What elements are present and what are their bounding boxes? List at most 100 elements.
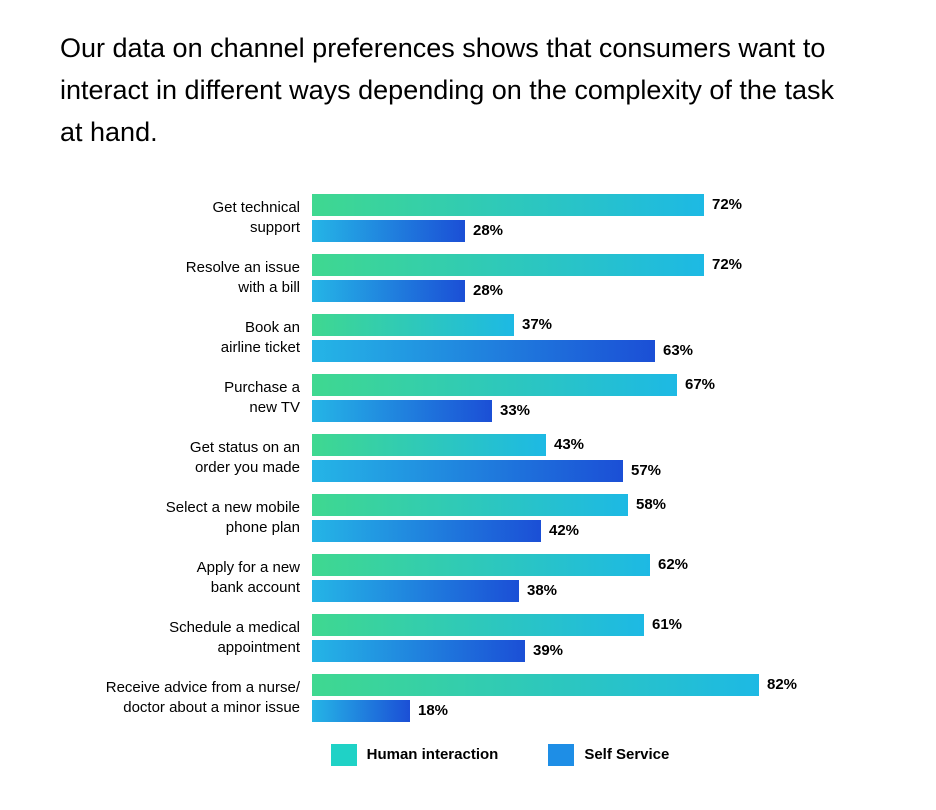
bar-wrap-human: 67% <box>312 374 900 396</box>
bar-human <box>312 494 628 516</box>
bar-wrap-human: 58% <box>312 494 900 516</box>
chart-legend: Human interaction Self Service <box>60 744 900 766</box>
chart-row: Apply for a newbank account 62% 38% <box>100 554 900 602</box>
row-label-line2: with a bill <box>100 278 300 298</box>
bar-wrap-human: 61% <box>312 614 900 636</box>
row-label: Get status on anorder you made <box>100 434 312 482</box>
row-label-line2: phone plan <box>100 518 300 538</box>
bar-value-self: 33% <box>500 402 530 419</box>
row-label-line1: Resolve an issue <box>100 258 300 278</box>
row-bars: 37% 63% <box>312 314 900 362</box>
bar-human <box>312 674 759 696</box>
legend-swatch-human <box>331 744 357 766</box>
bar-value-human: 82% <box>767 676 797 693</box>
chart-row: Get status on anorder you made43%57% <box>100 434 900 482</box>
row-bars: 82% 18% <box>312 674 900 722</box>
bar-self <box>312 520 541 542</box>
row-label-line1: Schedule a medical <box>100 618 300 638</box>
bar-wrap-human: 62% <box>312 554 900 576</box>
bar-value-self: 18% <box>418 702 448 719</box>
bar-value-human: 58% <box>636 496 666 513</box>
row-label: Schedule a medicalappointment <box>100 614 312 662</box>
row-label-line1: Book an <box>100 318 300 338</box>
bar-human <box>312 194 704 216</box>
row-bars: 62% 38% <box>312 554 900 602</box>
bar-wrap-human: 72% <box>312 254 900 276</box>
legend-label-human: Human interaction <box>367 746 499 763</box>
row-label-line1: Purchase a <box>100 378 300 398</box>
row-bars: 43%57% <box>312 434 900 482</box>
row-bars: 61% 39% <box>312 614 900 662</box>
bar-wrap-self: 63% <box>312 340 900 362</box>
row-label-line2: airline ticket <box>100 338 300 358</box>
bar-wrap-self: 42% <box>312 520 900 542</box>
row-label-line1: Get status on an <box>100 438 300 458</box>
bar-wrap-human: 82% <box>312 674 900 696</box>
bar-value-self: 39% <box>533 642 563 659</box>
bar-value-human: 67% <box>685 376 715 393</box>
bar-wrap-self: 33% <box>312 400 900 422</box>
bar-wrap-human: 72% <box>312 194 900 216</box>
legend-item-self: Self Service <box>548 744 669 766</box>
bar-wrap-human: 37% <box>312 314 900 336</box>
chart-row: Schedule a medicalappointment 61% 39% <box>100 614 900 662</box>
chart-title: Our data on channel preferences shows th… <box>60 28 840 154</box>
bar-value-human: 72% <box>712 256 742 273</box>
bar-value-self: 42% <box>549 522 579 539</box>
bar-self <box>312 340 655 362</box>
legend-label-self: Self Service <box>584 746 669 763</box>
row-label-line2: order you made <box>100 458 300 478</box>
row-label-line2: appointment <box>100 638 300 658</box>
row-label: Resolve an issuewith a bill <box>100 254 312 302</box>
row-label: Get technicalsupport <box>100 194 312 242</box>
bar-wrap-human: 43% <box>312 434 900 456</box>
page: Our data on channel preferences shows th… <box>0 0 936 796</box>
row-label: Book anairline ticket <box>100 314 312 362</box>
bar-wrap-self: 38% <box>312 580 900 602</box>
chart-row: Purchase anew TV 67% 33% <box>100 374 900 422</box>
row-bars: 67% 33% <box>312 374 900 422</box>
channel-preference-chart: Get technicalsupport72%28%Resolve an iss… <box>60 194 900 722</box>
bar-self <box>312 700 410 722</box>
chart-row: Get technicalsupport72%28% <box>100 194 900 242</box>
bar-value-human: 37% <box>522 316 552 333</box>
row-label: Select a new mobilephone plan <box>100 494 312 542</box>
bar-value-self: 28% <box>473 282 503 299</box>
bar-wrap-self: 57% <box>312 460 900 482</box>
bar-self <box>312 460 623 482</box>
row-label-line1: Select a new mobile <box>100 498 300 518</box>
row-bars: 58% 42% <box>312 494 900 542</box>
bar-value-human: 72% <box>712 196 742 213</box>
row-label-line2: new TV <box>100 398 300 418</box>
row-label-line2: bank account <box>100 578 300 598</box>
bar-human <box>312 554 650 576</box>
row-label: Purchase anew TV <box>100 374 312 422</box>
bar-self <box>312 280 465 302</box>
bar-value-human: 61% <box>652 616 682 633</box>
bar-wrap-self: 18% <box>312 700 900 722</box>
row-label-line1: Get technical <box>100 198 300 218</box>
row-label-line1: Apply for a new <box>100 558 300 578</box>
bar-wrap-self: 28% <box>312 280 900 302</box>
bar-value-self: 63% <box>663 342 693 359</box>
row-label-line2: support <box>100 218 300 238</box>
bar-human <box>312 614 644 636</box>
bar-self <box>312 400 492 422</box>
bar-value-human: 43% <box>554 436 584 453</box>
row-label-line1: Receive advice from a nurse/ <box>100 678 300 698</box>
chart-row: Receive advice from a nurse/doctor about… <box>100 674 900 722</box>
bar-human <box>312 434 546 456</box>
legend-swatch-self <box>548 744 574 766</box>
row-label: Receive advice from a nurse/doctor about… <box>100 674 312 722</box>
legend-item-human: Human interaction <box>331 744 499 766</box>
bar-value-human: 62% <box>658 556 688 573</box>
bar-wrap-self: 28% <box>312 220 900 242</box>
bar-human <box>312 314 514 336</box>
bar-self <box>312 640 525 662</box>
row-bars: 72%28% <box>312 194 900 242</box>
chart-row: Select a new mobilephone plan 58% 42% <box>100 494 900 542</box>
bar-wrap-self: 39% <box>312 640 900 662</box>
bar-human <box>312 374 677 396</box>
bar-value-self: 38% <box>527 582 557 599</box>
chart-row: Resolve an issuewith a bill 72% 28% <box>100 254 900 302</box>
